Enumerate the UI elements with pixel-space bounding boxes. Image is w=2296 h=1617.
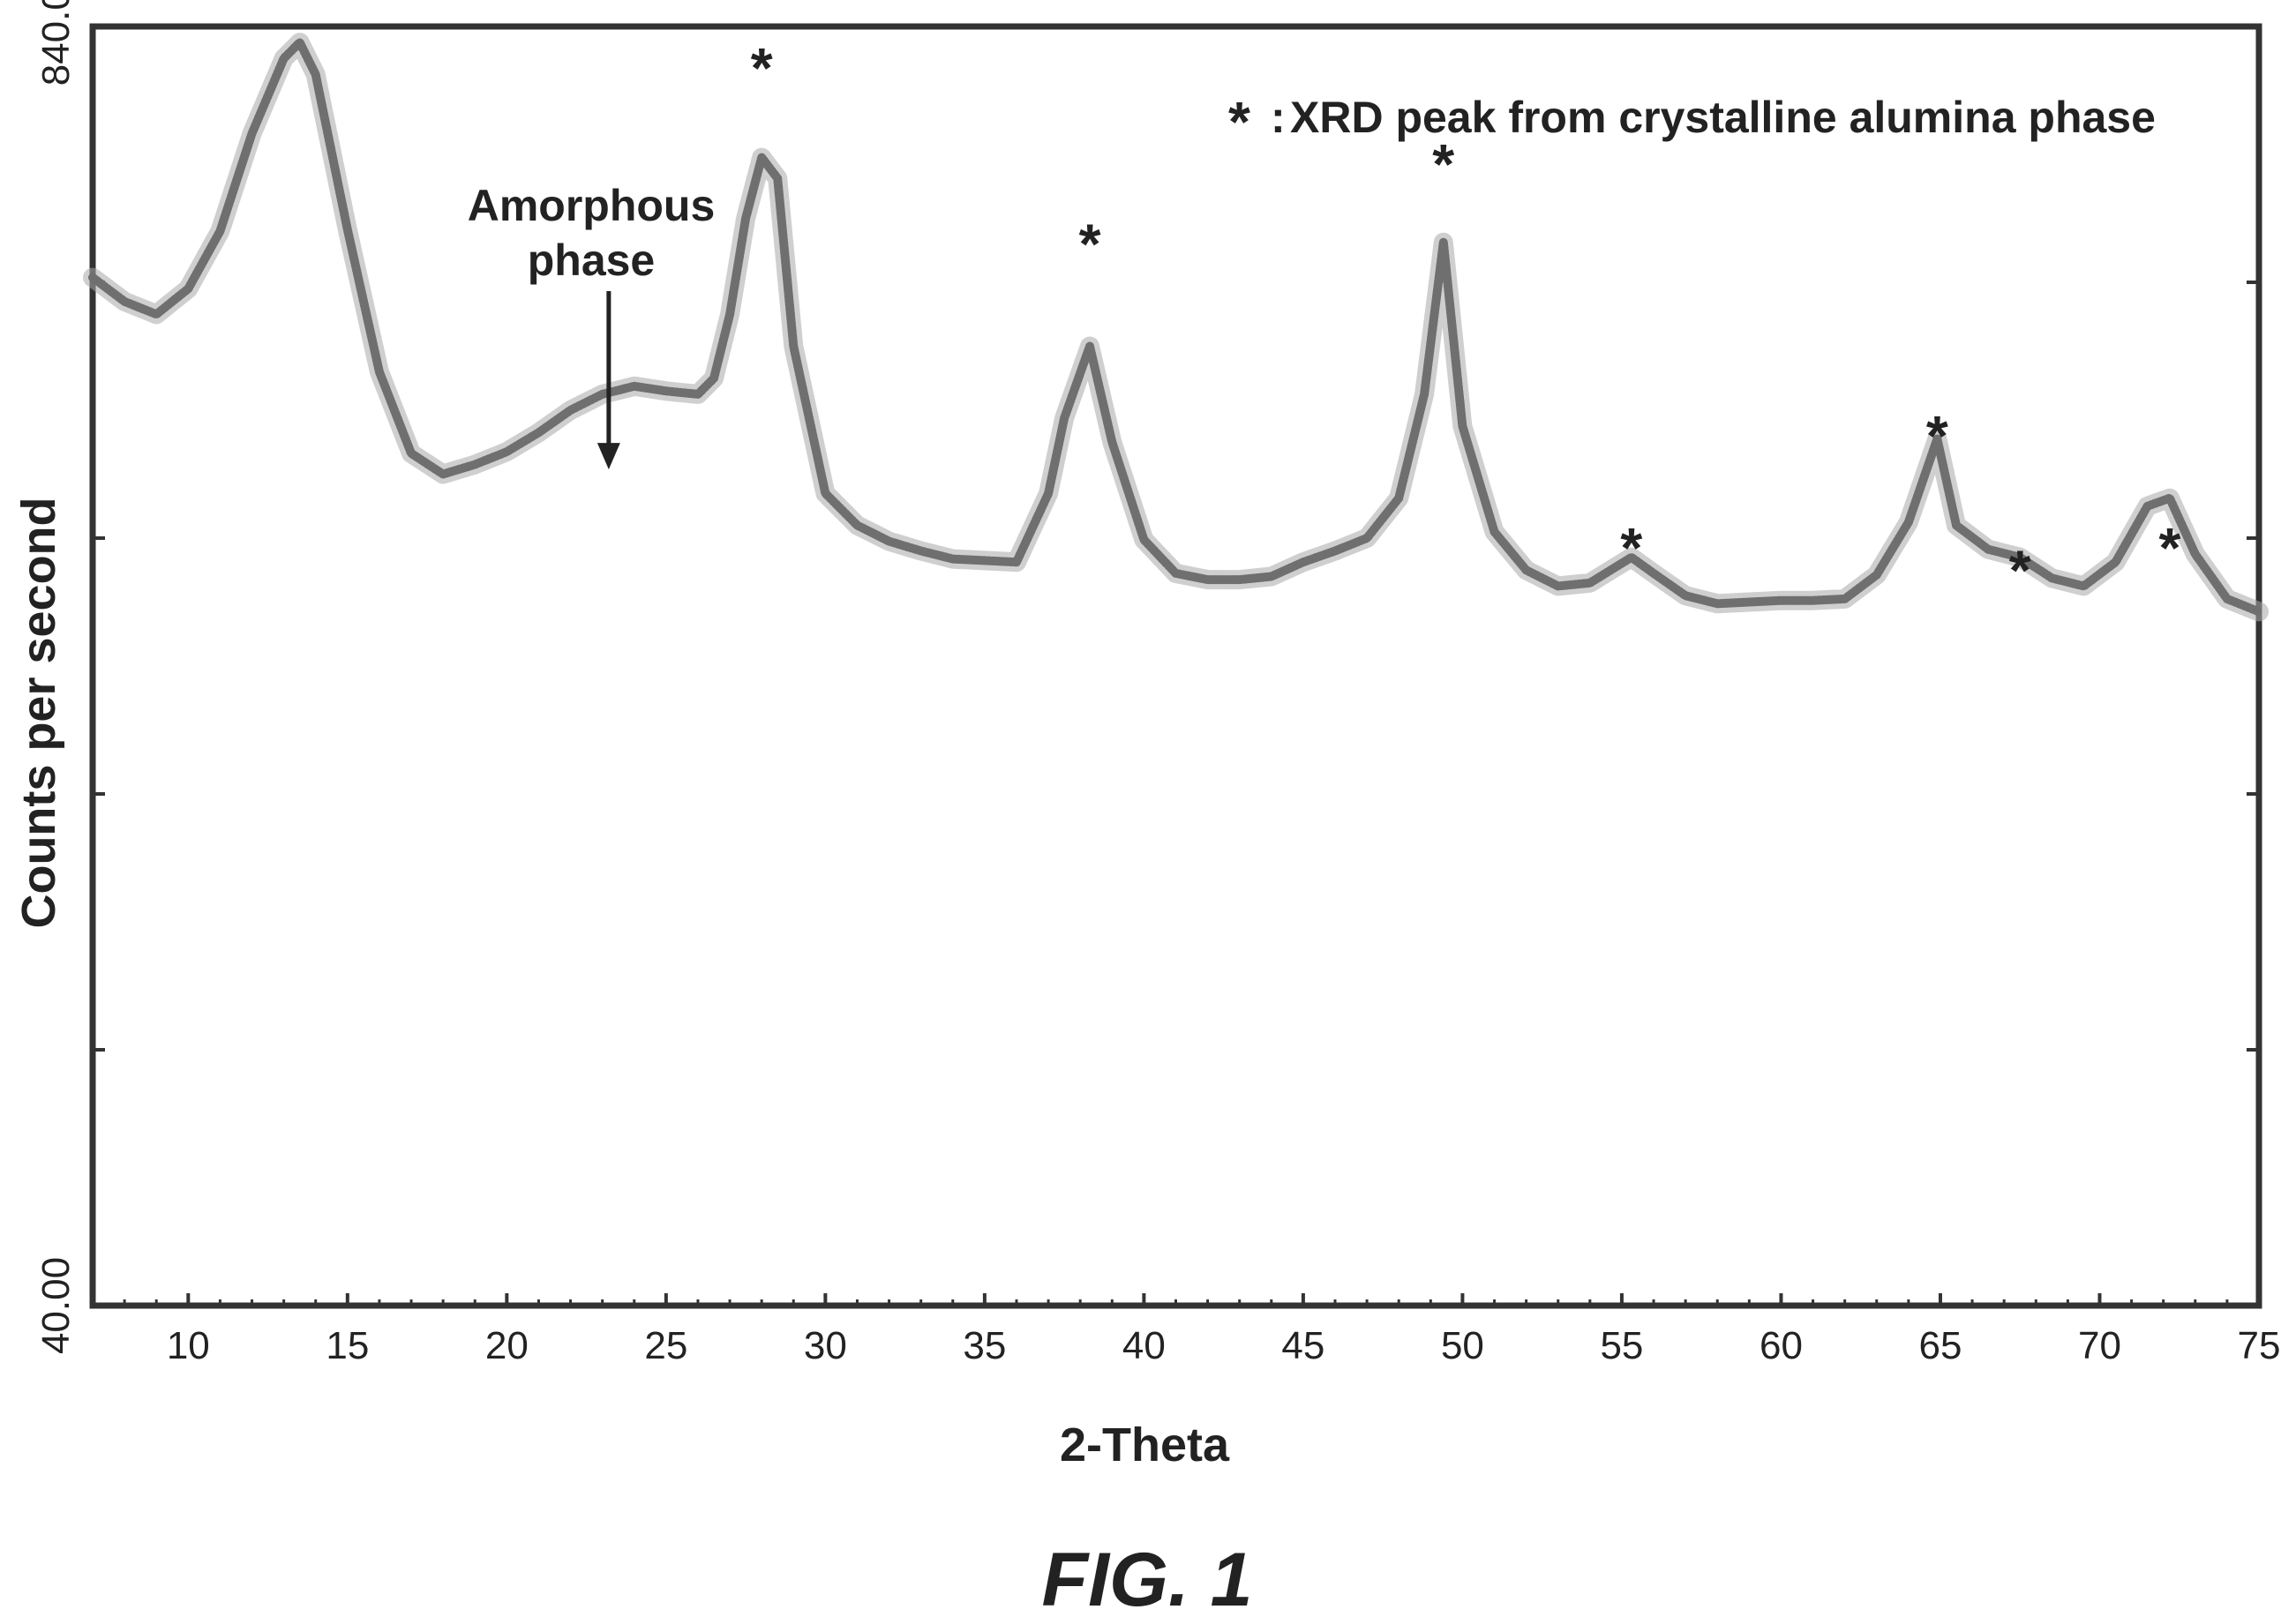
peak-marker: * [2158, 516, 2180, 580]
x-tick-label: 35 [963, 1324, 1006, 1367]
x-tick-label: 20 [485, 1324, 529, 1367]
peak-marker: * [1079, 213, 1101, 276]
x-tick-label: 55 [1600, 1324, 1643, 1367]
peak-marker: * [751, 36, 773, 100]
y-tick-label: 840.00 [34, 0, 78, 86]
series-group [83, 33, 2269, 622]
legend: * : XRD peak from crystalline alumina ph… [1228, 90, 2156, 153]
x-tick-label: 10 [167, 1324, 210, 1367]
y-axis-label: Counts per second [12, 497, 65, 928]
legend-separator: : [1271, 93, 1286, 142]
peak-marker: * [1620, 516, 1642, 580]
y-tick-label: 40.00 [34, 1257, 78, 1354]
x-tick-label: 15 [326, 1324, 369, 1367]
x-tick-label: 40 [1122, 1324, 1166, 1367]
peak-marker: * [1926, 404, 1948, 468]
legend-text: XRD peak from crystalline alumina phase [1290, 93, 2156, 142]
plot-frame [89, 23, 2262, 1309]
series-line [88, 38, 2263, 617]
x-axis-label: 2-Theta [1060, 1419, 1230, 1471]
x-tick-label: 30 [804, 1324, 847, 1367]
legend-marker: * [1228, 90, 1250, 153]
figure-caption: FIG. 1 [1042, 1538, 1253, 1617]
x-tick-label: 60 [1760, 1324, 1803, 1367]
annotation-arrow-head [597, 443, 620, 470]
x-tick-label: 25 [644, 1324, 687, 1367]
peak-marker: * [1432, 132, 1454, 196]
x-tick-label: 45 [1281, 1324, 1324, 1367]
x-tick-label: 50 [1441, 1324, 1484, 1367]
axis-ticks [91, 25, 2261, 1307]
peak-marker: * [289, 0, 311, 7]
tick-labels: 10 15 20 25 30 35 40 45 50 55 60 65 70 75 840.00 40.00 [34, 0, 2280, 1367]
peak-markers: * * * * * * * * [289, 0, 2180, 602]
amorphous-annotation: Amorphous phase [468, 181, 716, 470]
x-tick-label: 75 [2238, 1324, 2281, 1367]
x-tick-label: 65 [1918, 1324, 1962, 1367]
peak-marker: * [2009, 538, 2031, 602]
annotation-line-2: phase [528, 236, 656, 285]
x-tick-label: 70 [2078, 1324, 2121, 1367]
annotation-line-1: Amorphous [468, 181, 716, 230]
